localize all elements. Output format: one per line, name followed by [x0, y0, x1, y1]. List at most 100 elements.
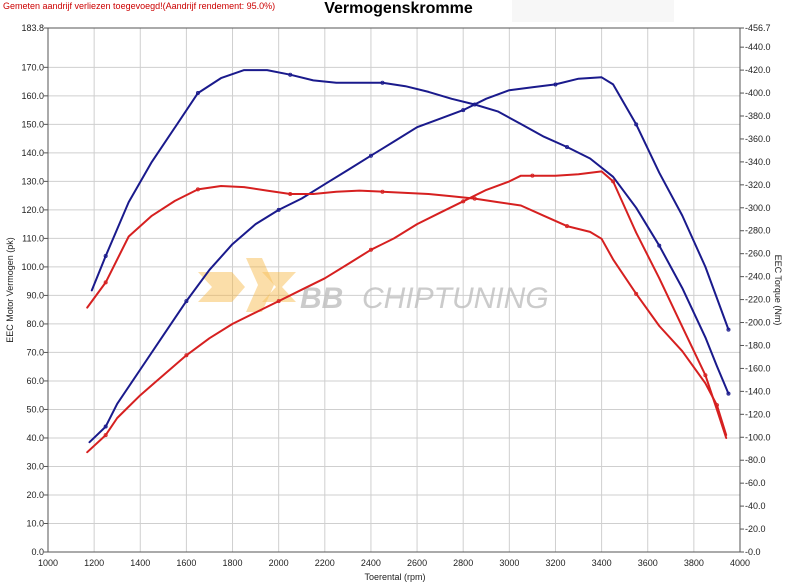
y-right-tick-label: -20.0	[745, 524, 766, 534]
y-left-tick-label: 80.0	[26, 319, 44, 329]
x-tick-label: 1600	[176, 558, 196, 568]
y-left-tick-label: 130.0	[21, 176, 44, 186]
x-tick-label: 3000	[499, 558, 519, 568]
y-left-tick-label: 110.0	[22, 233, 44, 243]
y-right-tick-label: -300.0	[745, 203, 771, 213]
y-right-tick-label: -0.0	[745, 547, 761, 557]
series-line-3	[86, 170, 728, 454]
series-0-point	[288, 72, 293, 77]
series-1-point	[103, 424, 108, 429]
series-line-1	[88, 76, 730, 444]
x-tick-label: 1000	[38, 558, 58, 568]
series-line-0	[90, 69, 730, 395]
y-left-tick-label: 10.0	[26, 518, 44, 528]
axes-layer: 1000 1200 1400 1600 1800 2000 2200 2400 2600 2800…	[21, 23, 770, 568]
y-right-tick-label: -200.0	[745, 318, 771, 328]
y-right-tick-label: -260.0	[745, 249, 771, 259]
y-left-tick-label: 40.0	[26, 433, 44, 443]
y-left-tick-label: 120.0	[21, 205, 44, 215]
series-1-point	[184, 299, 189, 304]
series-1-point	[634, 122, 639, 127]
series-0-point	[726, 391, 731, 396]
series-0-point	[565, 144, 570, 149]
series-2-point	[565, 224, 570, 229]
curves-layer	[86, 69, 731, 454]
series-3-point	[461, 199, 466, 204]
y-right-tick-label: -140.0	[745, 386, 771, 396]
y-left-tick-label: 0.0	[31, 547, 44, 557]
y-right-axis-title: EEC Torque (Nm)	[773, 255, 783, 326]
y-right-tick-label: -160.0	[745, 363, 771, 373]
series-0-point	[380, 80, 385, 85]
y-right-tick-label: -456.7	[745, 23, 771, 33]
y-left-tick-label: 170.0	[21, 62, 44, 72]
series-3-point	[530, 173, 535, 178]
header-note: Gemeten aandrijf verliezen toegevoegd!(A…	[3, 1, 276, 11]
series-line-2	[86, 185, 728, 436]
x-tick-label: 2000	[269, 558, 289, 568]
series-3-point	[103, 433, 108, 438]
series-1-point	[553, 82, 558, 87]
series-2-point	[288, 192, 293, 197]
y-right-tick-label: -240.0	[745, 272, 771, 282]
y-right-tick-label: -400.0	[745, 88, 771, 98]
series-2-point	[634, 291, 639, 296]
y-left-axis-title: EEC Motor Vermogen (pk)	[5, 237, 15, 343]
y-right-tick-label: -180.0	[745, 340, 771, 350]
y-left-tick-label: 60.0	[26, 376, 44, 386]
x-tick-label: 2400	[361, 558, 381, 568]
y-right-tick-label: -440.0	[745, 42, 771, 52]
series-3-point	[703, 373, 708, 378]
series-2-point	[103, 280, 108, 285]
series-1-point	[726, 327, 731, 332]
y-right-tick-label: -40.0	[745, 501, 766, 511]
y-left-tick-label: 100.0	[21, 262, 44, 272]
y-left-tick-label: 140.0	[21, 148, 44, 158]
series-2-point	[472, 196, 477, 201]
series-0-point	[657, 243, 662, 248]
y-left-tick-label: 90.0	[26, 290, 44, 300]
series-2-point	[380, 189, 385, 194]
y-right-tick-label: -340.0	[745, 157, 771, 167]
y-left-tick-label: 183.8	[21, 23, 44, 33]
x-tick-label: 1800	[223, 558, 243, 568]
y-right-tick-label: -380.0	[745, 111, 771, 121]
series-1-point	[276, 207, 281, 212]
x-tick-label: 4000	[730, 558, 750, 568]
watermark: BB CHIPTUNING	[198, 258, 549, 315]
series-3-point	[276, 299, 281, 304]
x-tick-label: 3600	[638, 558, 658, 568]
y-right-tick-label: -120.0	[745, 409, 771, 419]
x-tick-label: 2800	[453, 558, 473, 568]
y-right-tick-label: -80.0	[745, 455, 766, 465]
series-0-point	[195, 91, 200, 96]
series-3-point	[611, 179, 616, 184]
legend-box	[512, 0, 674, 22]
plot-frame	[47, 27, 741, 553]
y-right-tick-label: -420.0	[745, 65, 771, 75]
x-tick-label: 2600	[407, 558, 427, 568]
y-right-tick-label: -320.0	[745, 180, 771, 190]
y-right-tick-label: -360.0	[745, 134, 771, 144]
x-tick-label: 3400	[592, 558, 612, 568]
watermark-brand-light: CHIPTUNING	[362, 282, 549, 315]
series-1-point	[461, 108, 466, 113]
series-0-point	[103, 253, 108, 258]
y-left-tick-label: 30.0	[26, 461, 44, 471]
x-tick-label: 2200	[315, 558, 335, 568]
y-right-tick-label: -60.0	[745, 478, 766, 488]
y-right-tick-label: -220.0	[745, 295, 771, 305]
y-left-tick-label: 150.0	[21, 119, 44, 129]
series-3-point	[184, 353, 189, 358]
y-left-tick-label: 50.0	[26, 404, 44, 414]
y-right-tick-label: -100.0	[745, 432, 771, 442]
x-tick-label: 1200	[84, 558, 104, 568]
series-2-point	[195, 187, 200, 192]
chart-title: Vermogenskromme	[324, 0, 473, 17]
series-3-point	[368, 247, 373, 252]
watermark-logo-icon	[198, 258, 296, 312]
x-tick-label: 3800	[684, 558, 704, 568]
series-1-point	[368, 153, 373, 158]
y-right-tick-label: -280.0	[745, 226, 771, 236]
